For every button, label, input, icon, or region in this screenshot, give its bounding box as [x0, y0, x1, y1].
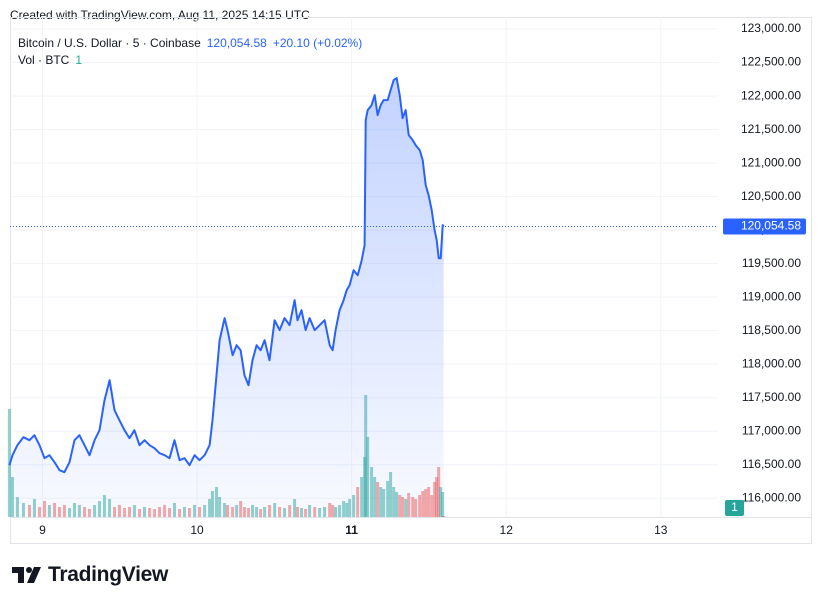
volume-last: 1 [75, 53, 83, 67]
x-tick-label: 13 [654, 523, 668, 537]
volume-last-box [725, 500, 744, 516]
volume-label: Vol · BTC [18, 53, 70, 67]
y-tick-label: 122,500.00 [741, 55, 801, 69]
y-tick-label: 116,000.00 [742, 490, 801, 504]
logo-icon [12, 567, 41, 583]
chart-frame [10, 17, 812, 544]
x-tick-label: 10 [190, 523, 204, 537]
legend-main: Bitcoin / U.S. Dollar · 5 · Coinbase 120… [18, 36, 362, 50]
x-tick-label: 9 [39, 523, 46, 537]
logo-text: TradingView [48, 563, 169, 586]
legend-volume: Vol · BTC 1 [18, 53, 82, 67]
brand-logo: TradingView [12, 563, 168, 587]
legend-price: 120,054.58 [206, 36, 267, 50]
y-tick-label: 119,000.00 [742, 289, 801, 303]
y-tick-label: 120,500.00 [741, 189, 801, 203]
y-tick-label: 118,000.00 [742, 356, 801, 370]
volume-last-label: 1 [731, 500, 738, 514]
legend-change: +20.10 (+0.02%) [272, 36, 363, 50]
y-tick-label: 121,000.00 [741, 155, 801, 169]
last-price-label: 120,054.58 [741, 219, 801, 233]
volume-bar [442, 516, 446, 517]
last-price-box [723, 218, 806, 235]
price-area [9, 78, 444, 517]
y-tick-label: 118,500.00 [742, 323, 801, 337]
y-tick-label: 122,000.00 [741, 88, 801, 102]
y-tick-label: 117,500.00 [742, 390, 801, 404]
y-tick-label: 116,500.00 [742, 457, 801, 471]
price-line [8, 77, 445, 474]
symbol-name: Bitcoin / U.S. Dollar · 5 · Coinbase [18, 36, 201, 50]
y-tick-label: 119,500.00 [742, 256, 801, 270]
y-tick-label: 117,000.00 [742, 423, 801, 437]
created-note: Created with TradingView.com, Aug 11, 20… [10, 8, 310, 22]
x-tick-label: 12 [500, 523, 514, 537]
y-tick-label: 121,500.00 [741, 122, 801, 136]
x-tick-label: 11 [345, 523, 358, 537]
y-tick-label: 123,000.00 [741, 21, 801, 35]
